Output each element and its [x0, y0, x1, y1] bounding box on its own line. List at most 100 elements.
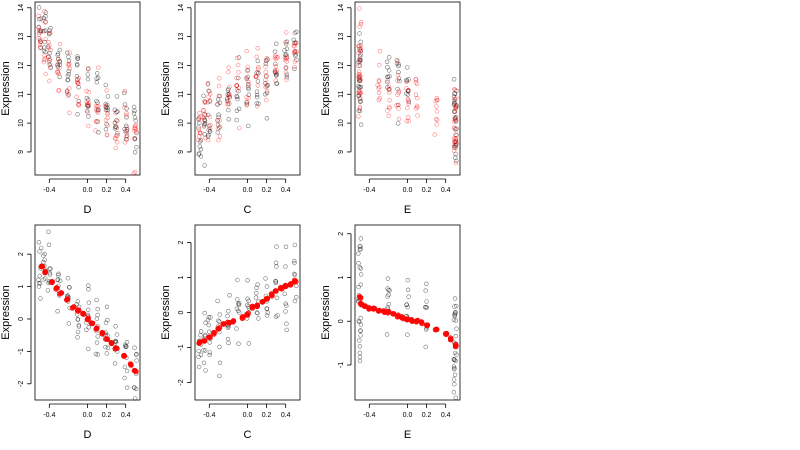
point: [56, 88, 61, 93]
x-tick-label: 0.2: [102, 187, 112, 194]
point: [292, 41, 298, 47]
x-axis: -0.4 0.0 0.2 0.4 E: [363, 178, 451, 216]
point: [215, 102, 220, 107]
point: [274, 71, 280, 77]
point: [103, 127, 109, 132]
point: [356, 251, 361, 256]
point: [115, 131, 120, 136]
point: [45, 44, 51, 49]
x-tick-label: 0.0: [403, 187, 413, 194]
point: [264, 97, 269, 103]
point: [273, 279, 279, 284]
point: [226, 340, 231, 346]
point: [283, 301, 288, 306]
point: [95, 110, 101, 115]
x-tick-label: 0.4: [121, 412, 131, 419]
point: [103, 103, 109, 109]
point: [273, 70, 279, 76]
point: [64, 88, 70, 93]
point: [255, 104, 260, 109]
point: [66, 321, 72, 326]
plot-frame: [194, 224, 301, 401]
point: [292, 64, 297, 70]
point: [453, 151, 458, 157]
point: [292, 298, 298, 304]
point: [198, 154, 204, 159]
point: [215, 298, 220, 304]
x-tick-label: 0.4: [441, 187, 451, 194]
point: [43, 36, 48, 42]
point: [404, 316, 410, 322]
point: [453, 137, 458, 142]
point: [263, 61, 268, 66]
point: [64, 296, 71, 302]
point: [282, 283, 288, 290]
point: [42, 257, 47, 263]
point: [387, 74, 392, 79]
y-tick-label: 2: [338, 232, 345, 236]
x-axis-title: D: [84, 204, 92, 216]
point: [423, 288, 428, 293]
point: [104, 121, 109, 127]
x-axis: -0.4 0.0 0.2 0.4 C: [203, 403, 291, 441]
point: [132, 150, 138, 155]
point: [236, 55, 242, 60]
point: [122, 88, 128, 94]
point: [197, 144, 203, 149]
point: [375, 83, 380, 88]
point: [198, 329, 204, 334]
point: [404, 77, 409, 83]
point: [47, 50, 52, 56]
point: [376, 90, 382, 96]
x-axis: -0.4 0.0 0.2 0.4 E: [363, 403, 451, 441]
point: [263, 77, 268, 83]
point: [85, 67, 91, 72]
point: [452, 310, 458, 315]
point: [206, 94, 211, 99]
point: [394, 314, 401, 320]
point: [395, 78, 400, 83]
point: [283, 52, 288, 58]
point: [197, 139, 203, 144]
point: [384, 332, 390, 337]
point: [357, 89, 362, 94]
point: [208, 98, 213, 103]
point: [294, 294, 299, 300]
point: [358, 99, 363, 105]
point: [274, 72, 279, 78]
point: [282, 55, 288, 60]
point: [124, 111, 129, 116]
point: [396, 62, 401, 67]
point: [234, 75, 239, 81]
point: [36, 24, 41, 30]
point: [245, 68, 250, 74]
point: [385, 79, 390, 85]
x-axis-title: E: [404, 204, 411, 216]
point: [292, 272, 298, 277]
points: [36, 229, 139, 401]
point: [216, 112, 221, 117]
panel-top-middle: -0.4 0.0 0.2 0.4 C 9 10 11 12 13 14 Expression: [160, 1, 301, 216]
point: [203, 320, 208, 325]
point: [207, 125, 213, 131]
point: [264, 306, 269, 311]
point: [451, 125, 457, 130]
point: [41, 277, 46, 282]
point: [453, 395, 458, 400]
point: [48, 64, 53, 70]
point: [131, 385, 137, 390]
point: [413, 92, 419, 98]
x-tick-label: -0.4: [363, 187, 375, 194]
point: [385, 108, 390, 113]
point: [387, 98, 392, 103]
point: [272, 67, 278, 73]
point: [104, 88, 109, 93]
point: [206, 133, 211, 138]
point: [234, 83, 239, 88]
point: [75, 80, 80, 86]
point: [37, 42, 43, 47]
point: [66, 61, 72, 67]
point: [357, 244, 362, 249]
x-tick-label: 0.0: [83, 187, 93, 194]
y-tick-label: 0: [178, 310, 185, 314]
